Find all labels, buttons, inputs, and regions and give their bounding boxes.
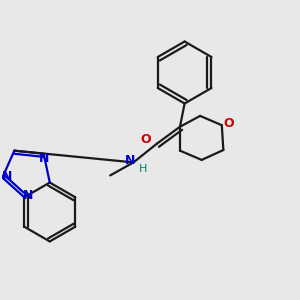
- Text: N: N: [2, 170, 12, 183]
- Text: O: O: [223, 118, 234, 130]
- Text: O: O: [141, 133, 151, 146]
- Text: N: N: [23, 189, 33, 202]
- Text: N: N: [125, 154, 136, 167]
- Text: H: H: [139, 164, 147, 174]
- Text: N: N: [39, 152, 50, 165]
